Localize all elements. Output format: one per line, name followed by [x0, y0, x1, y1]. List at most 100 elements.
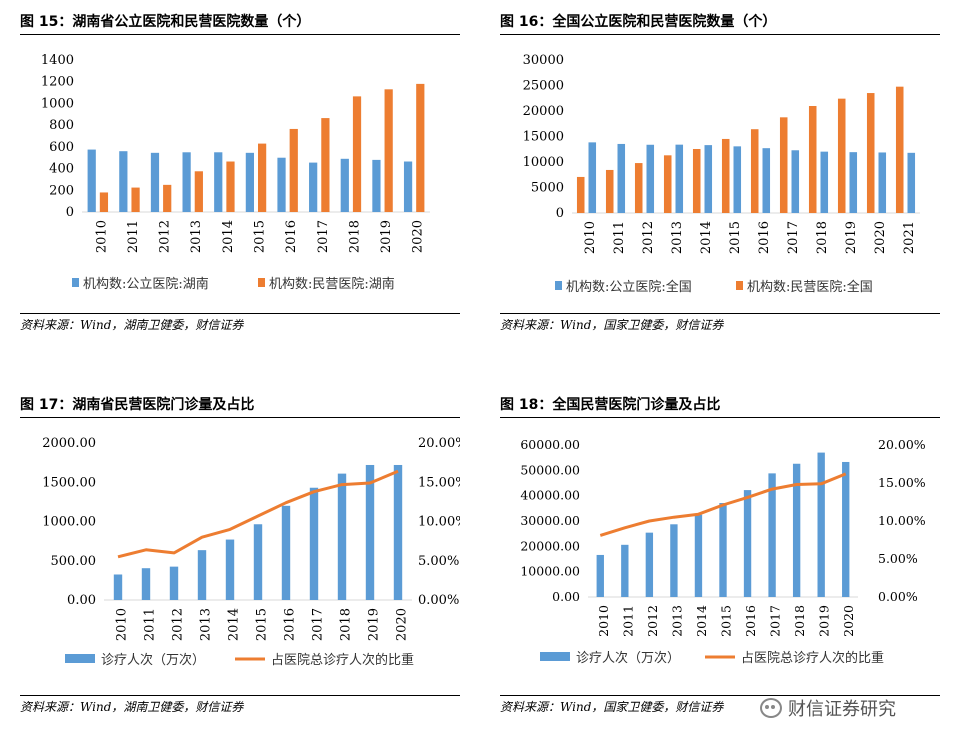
y-tick-label: 800 [49, 118, 74, 133]
watermark-text: 财信证券研究 [788, 699, 896, 720]
x-tick-label: 2010 [596, 605, 611, 637]
x-tick-label: 2011 [143, 608, 158, 641]
y2-tick-label: 5.00% [418, 554, 459, 569]
bar [866, 93, 875, 213]
bar [340, 158, 349, 212]
y2-tick-label: 15.00% [878, 475, 926, 490]
legend-swatch [555, 281, 562, 290]
x-tick-label: 2011 [620, 605, 635, 637]
bar [791, 150, 800, 213]
legend-label: 机构数:公立医院:全国 [566, 279, 692, 295]
y-tick-label: 0 [556, 206, 564, 221]
y2-tick-label: 20.00% [418, 436, 460, 451]
y-tick-label: 0.00 [67, 593, 96, 608]
bar [245, 152, 254, 212]
bar [817, 452, 825, 597]
x-tick-label: 2016 [757, 221, 772, 254]
x-tick-label: 2016 [743, 605, 758, 637]
legend-swatch [540, 652, 570, 661]
y-tick-label: 0 [66, 205, 74, 220]
x-tick-label: 2021 [902, 221, 917, 254]
y2-tick-label: 0.00% [878, 589, 918, 604]
y-tick-label: 40000.00 [520, 488, 580, 503]
x-tick-label: 2013 [199, 608, 214, 641]
bar [719, 503, 727, 597]
wechat-icon [760, 698, 782, 718]
watermark: 财信证券研究 [760, 694, 950, 722]
x-tick-label: 2014 [227, 608, 242, 641]
chart-panel-18: 图 18：全国民营医院门诊量及占比 0.00 10000.00 20000.00 30… [500, 393, 940, 733]
bar [403, 161, 413, 212]
bar [197, 550, 207, 600]
chart-title: 图 16：全国公立医院和民营医院数量（个） [500, 10, 940, 35]
x-tick-label: 2013 [670, 221, 685, 254]
bar [384, 89, 393, 212]
x-tick-label: 2020 [411, 220, 426, 253]
y-tick-label: 1000 [41, 96, 74, 111]
y-tick-label: 400 [49, 162, 74, 177]
x-tick-label: 2020 [873, 221, 888, 254]
x-tick-label: 2012 [158, 220, 173, 253]
x-tick-label: 2012 [171, 608, 186, 641]
bar [692, 148, 701, 213]
bar [768, 473, 776, 597]
x-tick-label: 2017 [311, 608, 326, 641]
legend-swatch [65, 654, 95, 663]
x-tick-label: 2015 [719, 605, 734, 637]
bar [169, 566, 179, 600]
y-tick-label: 10000.00 [520, 564, 580, 579]
bar [878, 152, 887, 213]
series-line [117, 469, 399, 559]
x-tick-label: 2019 [379, 220, 394, 253]
bar [842, 461, 850, 597]
y2-tick-label: 20.00% [878, 437, 926, 452]
bar [119, 151, 128, 212]
bar [605, 169, 614, 213]
bar [99, 192, 109, 212]
x-tick-label: 2010 [583, 221, 598, 254]
x-tick-label: 2010 [94, 220, 109, 253]
bar [670, 524, 678, 597]
x-tick-label: 2010 [115, 608, 130, 641]
source-note: 资料来源：Wind，国家卫健委，财信证券 [500, 695, 940, 718]
bar [225, 539, 235, 600]
x-tick-label: 2018 [339, 608, 354, 641]
legend-label: 占医院总诊疗人次的比重 [741, 650, 884, 666]
chart-title: 图 18：全国民营医院门诊量及占比 [500, 393, 940, 418]
x-tick-label: 2020 [395, 608, 410, 641]
bar [792, 463, 801, 597]
bar [226, 161, 235, 212]
x-tick-label: 2014 [699, 221, 714, 254]
bar [634, 163, 643, 213]
bar [281, 505, 291, 600]
x-tick-label: 2012 [645, 605, 660, 637]
chart-panel-15: 图 15：湖南省公立医院和民营医院数量（个） 0 200 400 600 800 1000… [20, 10, 460, 346]
bar [150, 152, 160, 212]
legend-swatch [736, 281, 743, 290]
x-tick-label: 2019 [367, 608, 382, 641]
x-tick-label: 2015 [728, 221, 743, 254]
x-tick-label: 2016 [284, 220, 299, 253]
chart-title: 图 15：湖南省公立医院和民营医院数量（个） [20, 10, 460, 35]
source-note: 资料来源：Wind，湖南卫健委，财信证券 [20, 695, 460, 718]
y-tick-label: 20000.00 [520, 538, 580, 553]
y-tick-label: 20000 [523, 104, 564, 119]
bar [837, 98, 846, 213]
y2-tick-label: 5.00% [878, 551, 918, 566]
bar [352, 96, 362, 212]
bar [750, 129, 759, 213]
bar [365, 464, 375, 600]
legend-swatch [72, 278, 79, 287]
x-tick-label: 2013 [189, 220, 204, 253]
chart-title: 图 17：湖南省民营医院门诊量及占比 [20, 393, 460, 418]
legend-label: 机构数:公立医院:湖南 [83, 276, 209, 292]
bar [277, 157, 286, 212]
x-tick-label: 2011 [126, 220, 141, 253]
bar [163, 184, 172, 212]
y-tick-label: 60000.00 [520, 437, 580, 452]
bar [214, 152, 223, 212]
x-tick-label: 2019 [817, 605, 832, 637]
combo-chart-national-visits: 0.00 10000.00 20000.00 30000.00 40000.00 5000… [520, 437, 926, 666]
series-line [599, 472, 847, 537]
y-tick-label: 1000.00 [42, 515, 96, 530]
